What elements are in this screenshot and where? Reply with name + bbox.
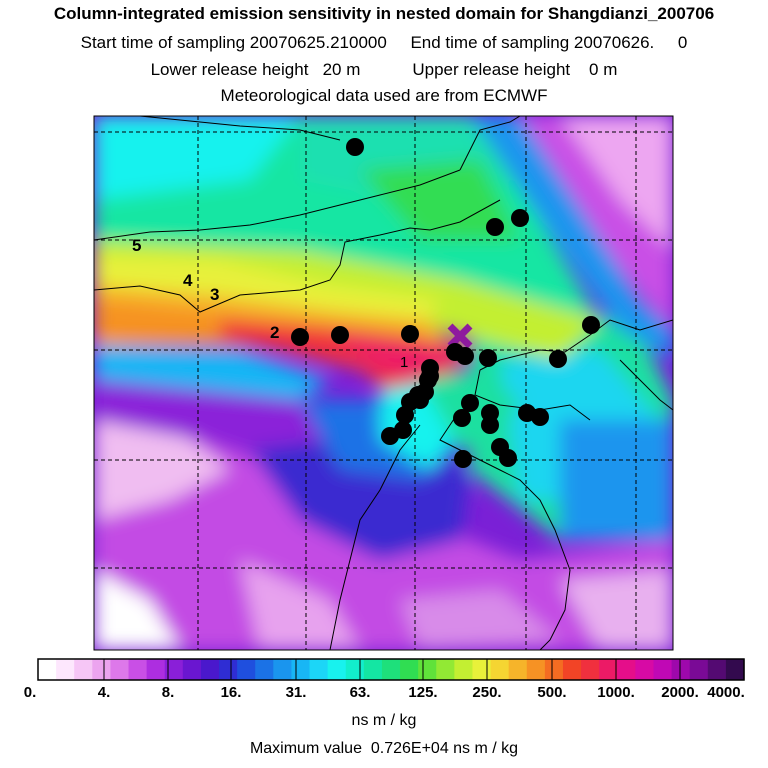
cluster-dot [453, 409, 471, 427]
colorbar-swatch [436, 659, 455, 680]
colorbar-swatch [381, 659, 401, 680]
colorbar-swatch [418, 659, 437, 680]
map-frame [93, 115, 674, 651]
colorbar-swatch [635, 659, 655, 680]
cluster-dot [381, 427, 399, 445]
plot-title: Column-integrated emission sensitivity i… [53, 4, 715, 23]
cluster-dot [346, 138, 364, 156]
colorbar-swatch [74, 659, 93, 680]
colorbar-swatch [671, 659, 691, 680]
colorbar-tick-label: 0. [23, 684, 37, 701]
colorbar-tick-label: 4000. [707, 684, 745, 701]
sampling-time: Start time of sampling 20070625.210000 E… [80, 33, 688, 52]
cluster-dot [461, 394, 479, 412]
cluster-label-3: 3 [210, 285, 219, 304]
colorbar-swatch [92, 659, 112, 680]
colorbar-swatch [128, 659, 148, 680]
colorbar-tick-label: 1000. [597, 684, 635, 701]
cluster-label-2: 2 [270, 323, 279, 342]
colorbar-unit: ns m / kg [351, 712, 417, 729]
cluster-label-4: 4 [183, 271, 193, 290]
colorbar-swatch [544, 659, 564, 680]
cluster-dot [409, 386, 427, 404]
colorbar-tick-label: 16. [220, 684, 242, 701]
coastlines [94, 116, 673, 650]
lat-lon-grid [94, 116, 673, 650]
colorbar-swatch [454, 659, 474, 680]
colorbar-swatch [345, 659, 365, 680]
colorbar-swatch [219, 659, 238, 680]
cluster-dot [401, 325, 419, 343]
colorbar-swatch [653, 659, 673, 680]
cluster-dot [454, 450, 472, 468]
colorbar-swatch [689, 659, 709, 680]
cluster-dot [291, 328, 309, 346]
colorbar-tick-label: 4. [97, 684, 111, 701]
colorbar-swatch [725, 659, 745, 680]
colorbar-swatch [110, 659, 130, 680]
colorbar-swatch [38, 659, 57, 680]
colorbar-tick-label: 125. [408, 684, 438, 701]
colorbar-tick-label: 8. [161, 684, 175, 701]
maximum-value: Maximum value 0.726E+04 ns m / kg [249, 740, 519, 757]
colorbar-tick-label: 250. [472, 684, 502, 701]
colorbar-swatch [56, 659, 75, 680]
colorbar-swatch [508, 659, 528, 680]
cluster-dot [582, 316, 600, 334]
colorbar-swatch [291, 659, 311, 680]
colorbar-tick-label: 500. [537, 684, 567, 701]
colorbar-swatch [363, 659, 383, 680]
cluster-centers [291, 138, 600, 468]
colorbar-swatch [327, 659, 347, 680]
colorbar-swatch [237, 659, 256, 680]
colorbar-swatch [599, 659, 618, 680]
cluster-dot [456, 347, 474, 365]
cluster-dot [481, 416, 499, 434]
colorbar-swatch [273, 659, 293, 680]
cluster-dot [331, 326, 349, 344]
colorbar-swatch [707, 659, 727, 680]
colorbar-swatch [400, 659, 419, 680]
cluster-dot [479, 349, 497, 367]
release-height: Lower release height 20 m Upper release … [150, 60, 618, 79]
colorbar-tick-label: 2000. [661, 684, 699, 701]
colorbar-swatch [472, 659, 492, 680]
colorbar-swatch [526, 659, 546, 680]
cluster-dot [499, 449, 517, 467]
colorbar-swatch [164, 659, 184, 680]
colorbar-swatch [200, 659, 220, 680]
met-data-source: Meteorological data used are from ECMWF [220, 86, 548, 105]
colorbar-swatch [490, 659, 510, 680]
cluster-dot [549, 350, 567, 368]
colorbar-swatch [562, 659, 582, 680]
cluster-dot [421, 367, 439, 385]
colorbar-swatch [617, 659, 636, 680]
colorbar-swatch [309, 659, 329, 680]
colorbar-tick-label: 31. [285, 684, 307, 701]
cluster-dot [396, 406, 414, 424]
cluster-label-1: 1 [400, 354, 408, 371]
cluster-dot [511, 209, 529, 227]
release-site-x [447, 323, 473, 349]
colorbar-tick-label: 63. [349, 684, 371, 701]
cluster-label-5: 5 [132, 236, 141, 255]
colorbar-swatch [581, 659, 600, 680]
cluster-dot [531, 408, 549, 426]
colorbar-swatch [182, 659, 202, 680]
colorbar-swatch [146, 659, 166, 680]
cluster-dot [486, 218, 504, 236]
colorbar-swatch [255, 659, 274, 680]
